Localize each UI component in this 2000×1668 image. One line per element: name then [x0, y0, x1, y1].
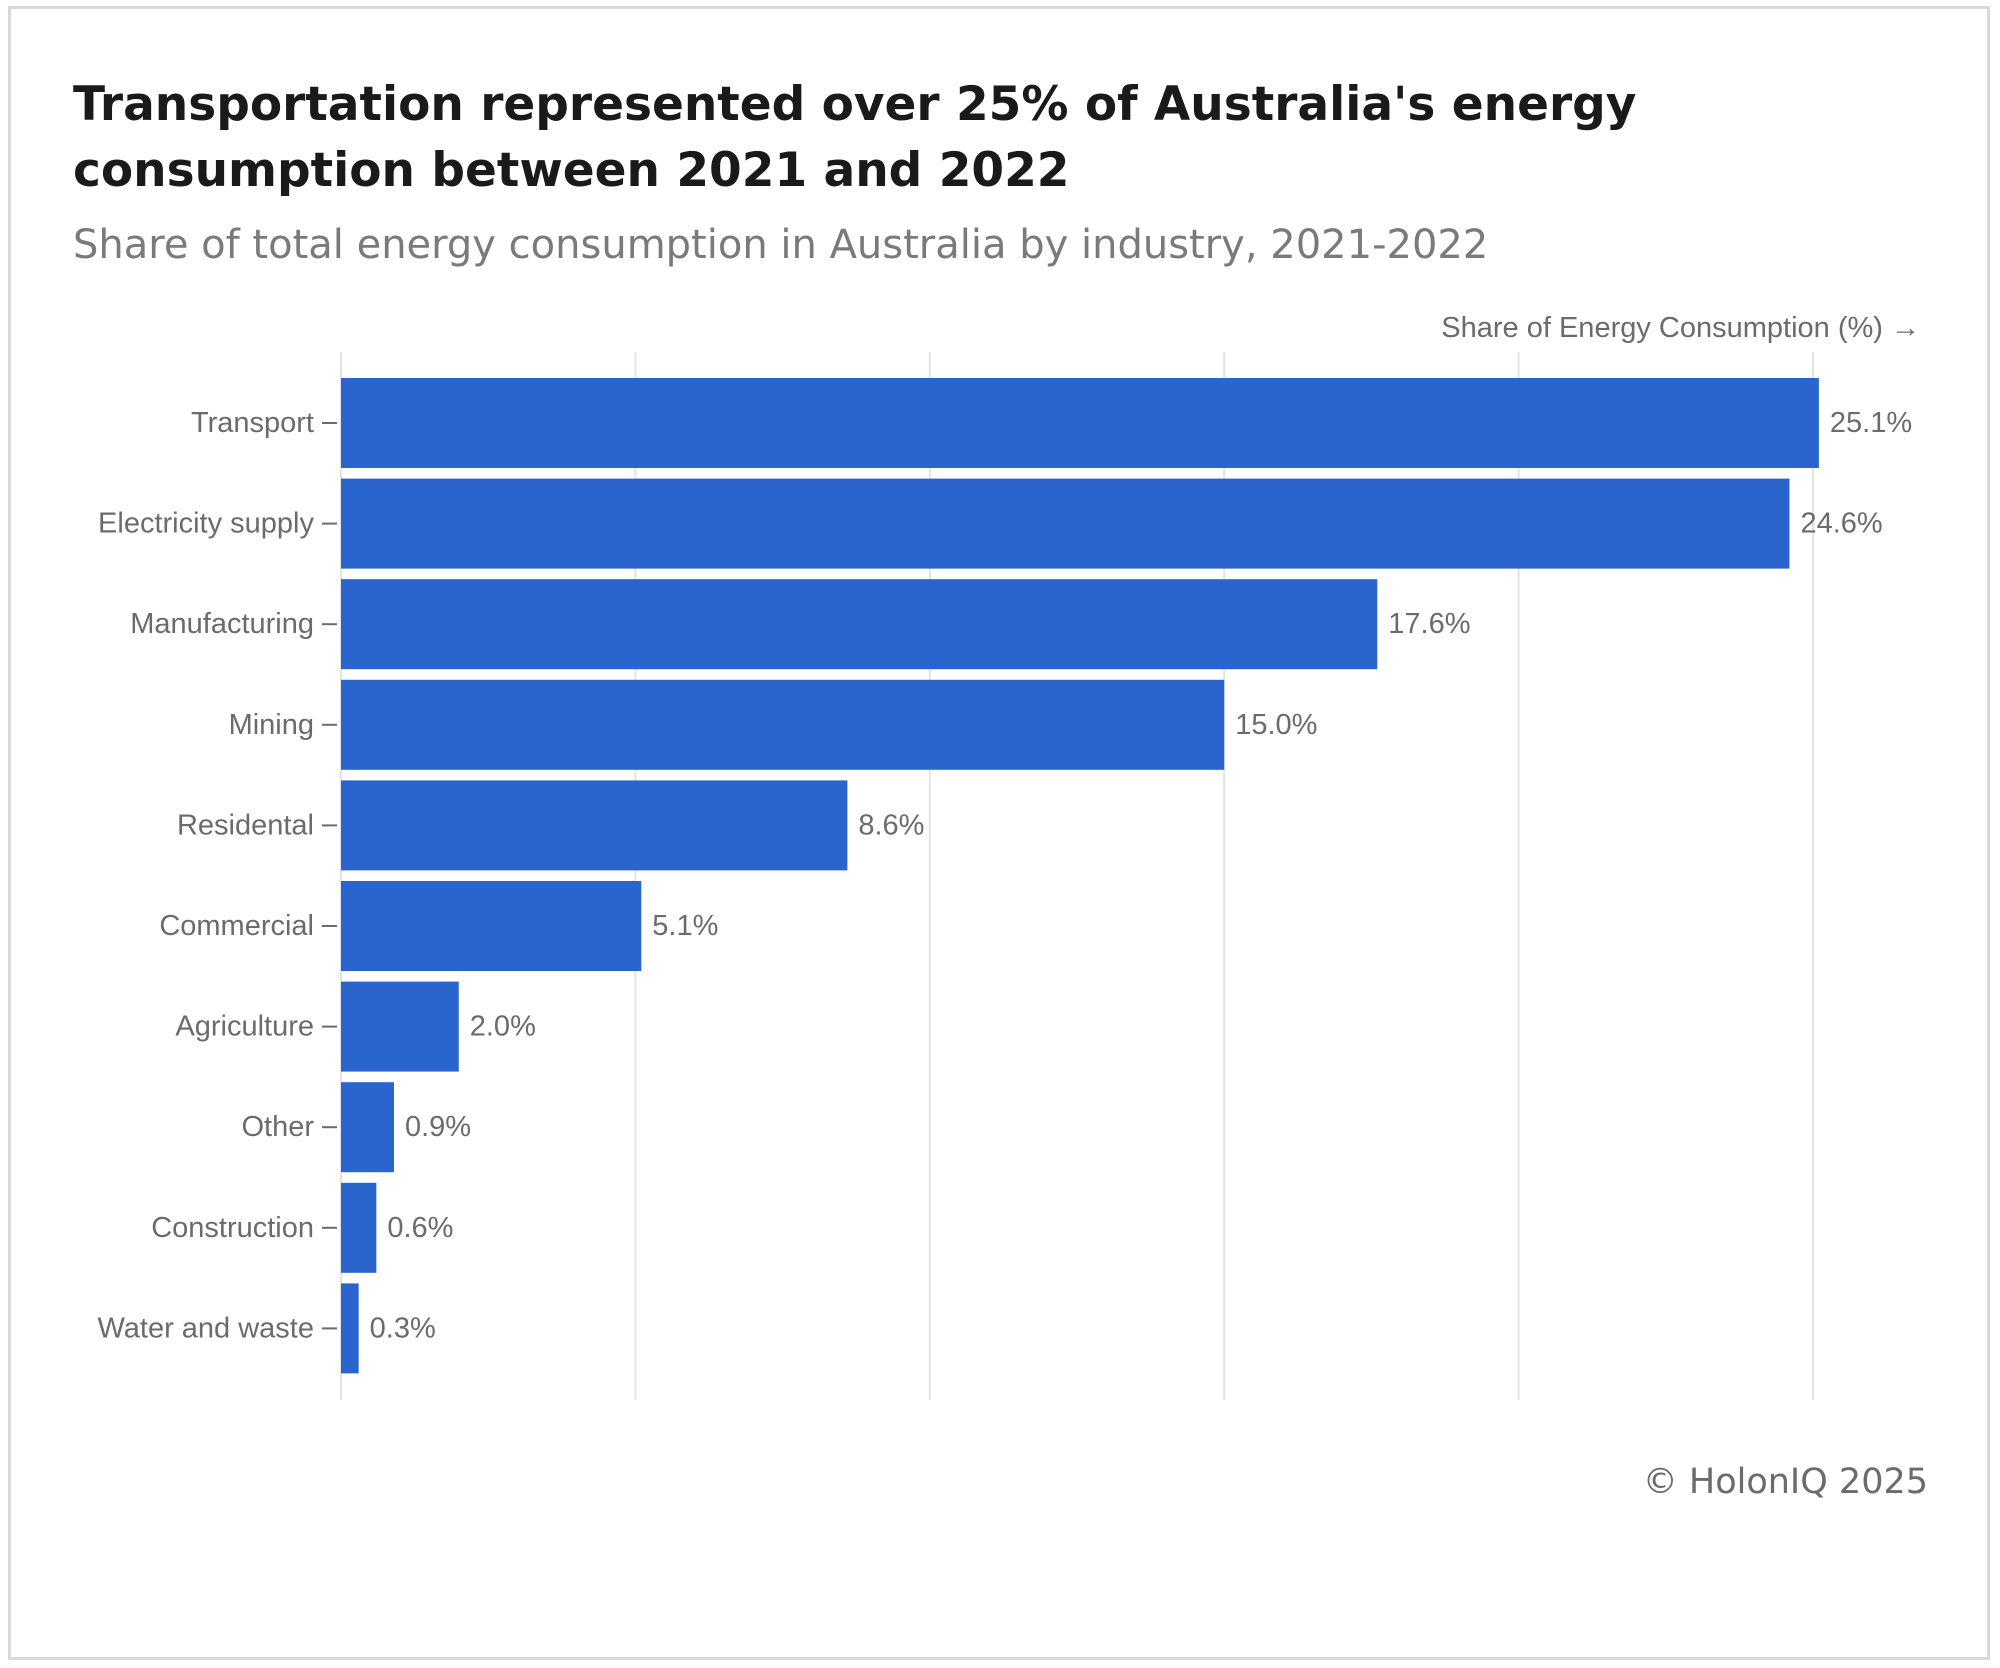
- category-label-0: Transport: [191, 407, 314, 439]
- value-label-6: 2.0%: [470, 1011, 536, 1043]
- value-label-9: 0.3%: [370, 1312, 436, 1344]
- bar-3: [341, 679, 1225, 770]
- category-label-3: Mining: [229, 709, 314, 741]
- category-labels: Transport Electricity supply Manufacturing…: [97, 407, 314, 1344]
- category-label-1: Electricity supply: [98, 508, 314, 540]
- bar-6: [341, 981, 459, 1072]
- bars: [341, 378, 1819, 1374]
- value-label-5: 5.1%: [652, 910, 718, 942]
- chart-frame: [8, 6, 1990, 1660]
- bar-0: [341, 378, 1819, 468]
- bar-5: [341, 881, 642, 971]
- chart-subtitle: Share of total energy consumption in Aus…: [73, 222, 1489, 268]
- bar-9: [341, 1283, 359, 1374]
- value-label-2: 17.6%: [1388, 608, 1470, 640]
- bar-4: [341, 780, 848, 871]
- x-axis-title: Share of Energy Consumption (%) →: [1441, 312, 1920, 344]
- category-label-8: Construction: [151, 1212, 314, 1244]
- bar-8: [341, 1182, 377, 1273]
- category-label-2: Manufacturing: [130, 608, 314, 640]
- category-ticks: [322, 422, 337, 1330]
- category-label-5: Commercial: [159, 910, 314, 942]
- value-label-3: 15.0%: [1235, 709, 1317, 741]
- bar-1: [341, 478, 1790, 569]
- category-label-6: Agriculture: [175, 1011, 314, 1043]
- credit-text: © HolonIQ 2025: [1642, 1462, 1928, 1502]
- chart-title: Transportation represented over 25% of A…: [73, 77, 1637, 198]
- value-label-0: 25.1%: [1830, 407, 1912, 439]
- category-label-9: Water and waste: [97, 1312, 314, 1344]
- value-labels: 25.1% 24.6% 17.6% 15.0% 8.6% 5.1% 2.0% 0.9% 0.6%…: [370, 407, 1912, 1344]
- bar-2: [341, 579, 1378, 670]
- value-label-7: 0.9%: [405, 1111, 471, 1143]
- value-label-1: 24.6%: [1800, 508, 1882, 540]
- value-label-8: 0.6%: [387, 1212, 453, 1244]
- category-label-4: Residental: [177, 809, 314, 841]
- value-label-4: 8.6%: [858, 809, 924, 841]
- category-label-7: Other: [241, 1111, 314, 1143]
- bar-7: [341, 1082, 394, 1173]
